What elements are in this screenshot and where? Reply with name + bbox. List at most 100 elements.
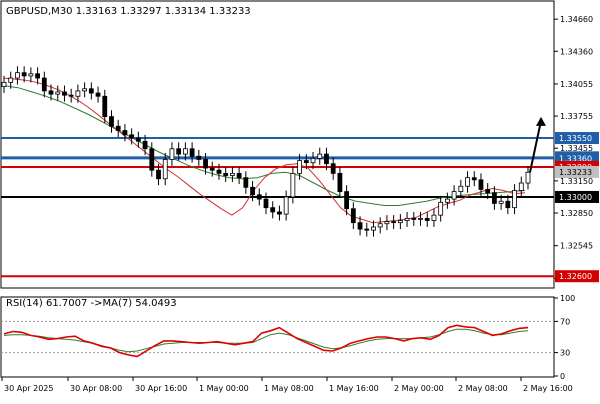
time-tick-label: 1 May 08:00 (264, 384, 314, 393)
rsi-tick-label: 70 (560, 317, 570, 326)
candle-body (230, 172, 235, 176)
candle-body (182, 148, 188, 155)
candle-body (465, 177, 470, 187)
candle-body (169, 148, 175, 160)
candle-body (82, 88, 88, 92)
time-tick-label: 30 Apr 16:00 (135, 384, 187, 393)
rsi-tick-label: 30 (560, 349, 570, 358)
candle-body (303, 160, 309, 164)
axis-layer: 1.34660 1.34360 1.34055 1.33755 1.33455 1.331… (1, 15, 599, 393)
candle-body (277, 211, 282, 215)
candle-body (290, 172, 296, 198)
candle-body (458, 185, 464, 192)
rsi-line (3, 324, 529, 358)
candle-body (324, 153, 329, 165)
candle-body (156, 169, 161, 180)
time-tick-label: 2 May 08:00 (458, 384, 508, 393)
price-tick-label: 1.33755 (560, 112, 593, 121)
candle-body (297, 160, 302, 174)
candle-body (142, 140, 148, 150)
candle-body (350, 208, 356, 224)
price-layer (1, 66, 554, 278)
candle-body (478, 179, 484, 190)
candle-body (431, 214, 437, 221)
candle-body (364, 228, 370, 231)
price-tick-label: 1.32545 (560, 242, 593, 251)
price-tick-label: 1.34055 (560, 80, 593, 89)
candle-body (35, 73, 40, 79)
candle-body (344, 191, 350, 210)
candle-body (444, 198, 450, 203)
candle-body (498, 200, 504, 204)
candle-body (129, 134, 135, 139)
price-tick-label: 1.34360 (560, 47, 593, 56)
candle-body (209, 167, 215, 171)
last-price-tag (555, 165, 599, 178)
candle-body (41, 77, 47, 92)
level-label: 1.33360 (559, 154, 592, 163)
candle-body (263, 198, 269, 209)
level-tag (555, 190, 599, 203)
candle-body (505, 200, 511, 209)
candle-body (512, 190, 517, 209)
candle-body (485, 189, 491, 194)
candle-body (256, 194, 262, 200)
candle-body (397, 220, 403, 224)
candle-body (135, 137, 141, 142)
candle-body (236, 172, 242, 179)
trend-arrow-head (536, 116, 546, 126)
candle-body (115, 125, 121, 131)
price-tick-label: 1.34660 (560, 15, 593, 24)
price-tick-label: 1.32850 (560, 209, 593, 218)
ma-fast-line (3, 77, 526, 224)
candle-body (15, 72, 20, 79)
candle-body (176, 148, 182, 155)
candle-body (28, 73, 34, 77)
candle-body (404, 217, 410, 221)
candle-body (438, 201, 444, 216)
price-chart-title: GBPUSD,M30 1.33163 1.33297 1.33134 1.332… (6, 6, 251, 17)
time-tick-label: 2 May 16:00 (523, 384, 573, 393)
candle-body (337, 172, 343, 192)
candle-body (75, 90, 81, 97)
candle-body (411, 217, 417, 220)
candle-body (88, 88, 94, 94)
candle-body (223, 172, 229, 176)
time-tick-label: 30 Apr 2025 (4, 384, 53, 393)
candle-body (492, 192, 497, 204)
candle-body (270, 207, 276, 213)
candle-body (330, 163, 336, 174)
time-tick-label: 30 Apr 08:00 (70, 384, 122, 393)
candle-body (391, 221, 397, 224)
candle-body (149, 148, 155, 171)
candle-body (1, 81, 7, 88)
candle-body (418, 217, 423, 220)
candle-body (162, 159, 168, 180)
candle-body (518, 182, 524, 191)
ma-slow-line (3, 85, 526, 206)
candle-body (357, 222, 363, 230)
candle-body (424, 217, 430, 221)
time-tick-label: 2 May 00:00 (394, 384, 444, 393)
rsi-tick-label: 100 (560, 294, 575, 303)
price-tick-label: 1.33455 (560, 144, 593, 153)
candle-body (95, 92, 101, 97)
rsi-pane (0, 296, 555, 378)
rsi-tick-label: 0 (560, 372, 565, 381)
candle-body (196, 155, 202, 160)
time-tick-label: 1 May 16:00 (329, 384, 379, 393)
candle-body (48, 90, 54, 95)
candle-body (250, 186, 255, 196)
candle-body (21, 72, 27, 77)
level-label: 1.33000 (559, 193, 592, 202)
candle-body (109, 116, 114, 127)
price-tick-label: 1.33150 (560, 177, 593, 186)
candle-body (122, 130, 128, 136)
price-pane (0, 0, 555, 289)
candle-body (55, 91, 61, 95)
rsi-chart-title: RSI(14) 61.7007 ->MA(7) 54.0493 (6, 298, 177, 309)
candle-body (243, 177, 249, 188)
last-price-label: 1.33233 (559, 168, 592, 177)
